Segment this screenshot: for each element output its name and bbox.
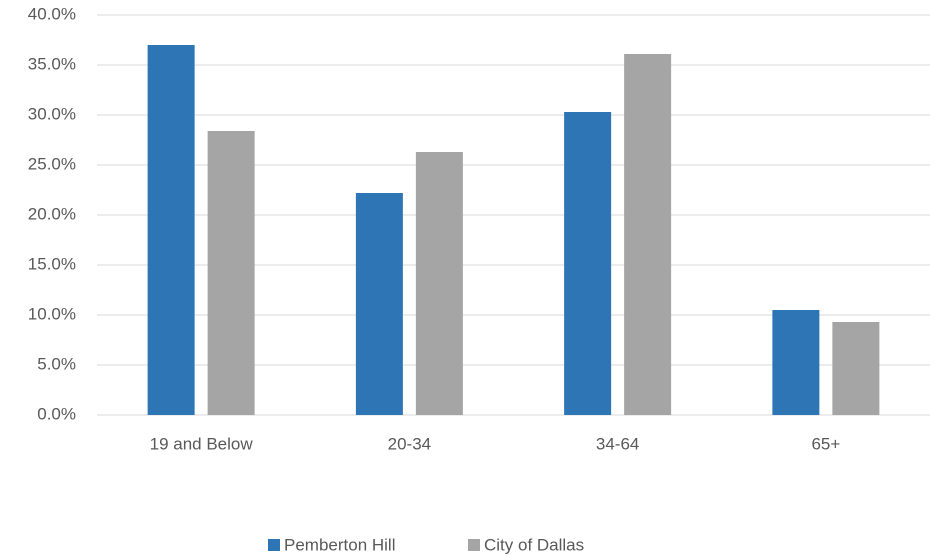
y-tick-label: 5.0% [37, 354, 76, 373]
y-tick-label: 40.0% [28, 4, 76, 23]
y-tick-label: 15.0% [28, 254, 76, 273]
bar [832, 322, 880, 415]
x-tick-label: 34-64 [596, 434, 639, 453]
y-tick-label: 35.0% [28, 54, 76, 73]
bar [147, 45, 195, 415]
bar [207, 131, 255, 415]
legend-label: City of Dallas [484, 535, 584, 554]
y-tick-label: 20.0% [28, 204, 76, 223]
legend-label: Pemberton Hill [284, 535, 396, 554]
bar [624, 54, 672, 415]
y-tick-label: 25.0% [28, 154, 76, 173]
x-tick-label: 19 and Below [150, 434, 254, 453]
y-tick-label: 10.0% [28, 304, 76, 323]
bar [415, 152, 463, 415]
x-tick-label: 20-34 [388, 434, 431, 453]
bar [564, 112, 612, 415]
y-tick-label: 30.0% [28, 104, 76, 123]
legend-swatch [468, 539, 480, 551]
bar [772, 310, 820, 415]
x-tick-label: 65+ [811, 434, 840, 453]
legend-swatch [268, 539, 280, 551]
y-tick-label: 0.0% [37, 404, 76, 423]
bar [355, 193, 403, 415]
